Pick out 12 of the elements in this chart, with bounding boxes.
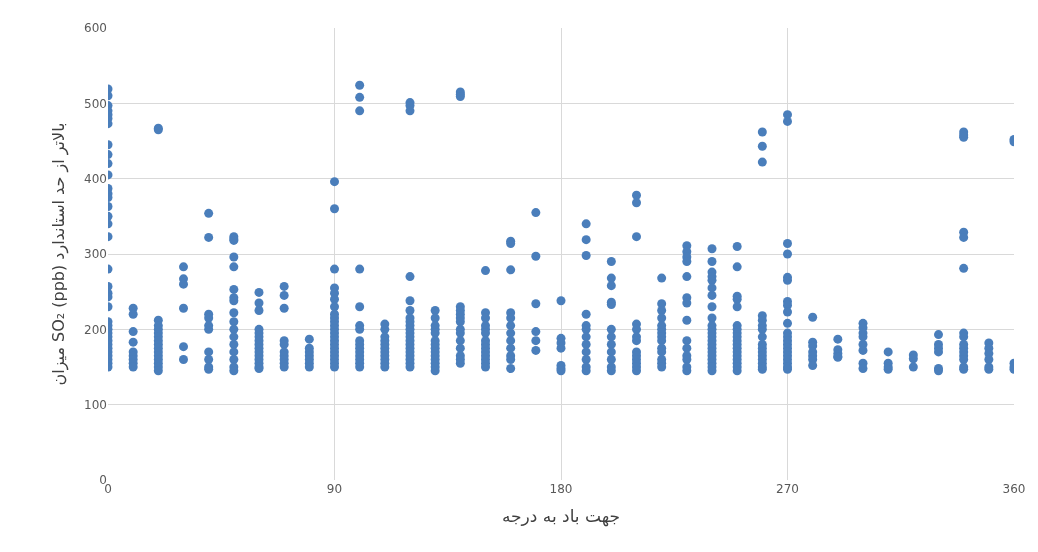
- x-tick-label: 360: [1002, 482, 1026, 496]
- y-tick-label: 500: [84, 96, 107, 111]
- x-tick-label: 90: [326, 482, 343, 496]
- y-axis-title: میزان SO₂ (ppb) بالاتر از حد استاندارد: [48, 122, 69, 386]
- x-tick-label: 270: [776, 482, 799, 496]
- y-tick-label: 400: [84, 171, 107, 186]
- x-tick-label: 180: [549, 482, 573, 496]
- y-tick-label: 600: [84, 21, 107, 36]
- y-tick-label: 100: [84, 397, 107, 412]
- y-tick-label: 300: [84, 247, 107, 262]
- x-axis-title: جهت باد به درجه: [502, 506, 620, 528]
- y-tick-label: 200: [84, 322, 107, 337]
